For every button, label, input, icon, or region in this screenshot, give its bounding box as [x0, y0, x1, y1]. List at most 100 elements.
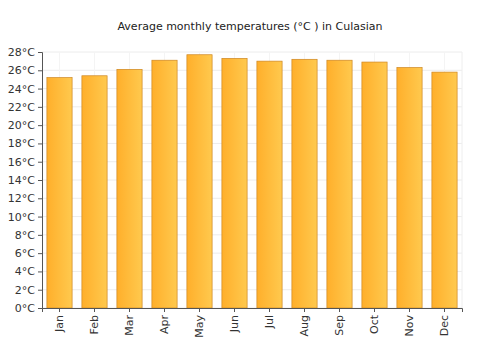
x-tick-mark	[164, 308, 165, 312]
bar	[222, 58, 247, 308]
x-tick-label: Aug	[298, 315, 311, 336]
x-tick-label: Apr	[158, 315, 171, 335]
bar	[187, 55, 212, 308]
x-tick-mark	[409, 308, 410, 312]
y-tick-label: 24°C	[8, 83, 35, 96]
y-tick-label: 0°C	[15, 302, 35, 315]
y-tick-label: 2°C	[15, 284, 35, 297]
y-tick-label: 4°C	[15, 265, 35, 278]
y-tick: 0°C	[15, 302, 42, 315]
y-tick: 22°C	[8, 101, 42, 114]
grid-line	[42, 52, 462, 53]
y-tick-label: 22°C	[8, 101, 35, 114]
y-tick-mark	[38, 70, 42, 71]
y-tick-label: 8°C	[15, 229, 35, 242]
bar	[117, 69, 142, 308]
bars	[47, 55, 457, 308]
y-tick: 20°C	[8, 119, 42, 132]
y-tick: 4°C	[15, 265, 42, 278]
x-tick-label: Sep	[333, 315, 346, 336]
x-tick-mark	[94, 308, 95, 312]
y-tick: 24°C	[8, 83, 42, 96]
bar	[362, 62, 387, 308]
y-tick-mark	[38, 253, 42, 254]
y-tick-mark	[38, 107, 42, 108]
x-tick: Mar	[123, 308, 136, 336]
y-tick: 8°C	[15, 229, 42, 242]
bar	[82, 76, 107, 308]
y-tick-mark	[38, 290, 42, 291]
y-tick-label: 18°C	[8, 137, 35, 150]
y-tick-mark	[38, 235, 42, 236]
bar	[257, 61, 282, 308]
y-tick-mark	[38, 143, 42, 144]
grid	[42, 52, 462, 308]
y-tick-label: 10°C	[8, 211, 35, 224]
y-tick-label: 28°C	[8, 46, 35, 59]
y-tick: 16°C	[8, 156, 42, 169]
x-tick-label: Nov	[403, 315, 416, 337]
x-tick: Feb	[88, 308, 101, 334]
bar	[432, 72, 457, 308]
y-tick-label: 12°C	[8, 192, 35, 205]
x-tick-label: Oct	[368, 314, 381, 334]
x-tick-mark	[304, 308, 305, 312]
bar	[152, 60, 177, 308]
y-tick-mark	[38, 52, 42, 53]
x-tick: Jan	[53, 308, 66, 333]
y-tick-mark	[38, 89, 42, 90]
x-tick-mark	[59, 308, 60, 312]
y-tick-mark	[38, 198, 42, 199]
chart: Average monthly temperatures (°C ) in Cu…	[0, 0, 500, 350]
bar	[292, 59, 317, 308]
x-tick: Aug	[298, 308, 311, 336]
x-tick-label: Jun	[228, 315, 241, 333]
x-tick-label: Mar	[123, 315, 136, 336]
y-axis: 0°C 2°C 4°C 6°C 8°C 10°C 12°C 14°C 16°C 18°C 20°C 2…	[8, 46, 43, 315]
x-tick-mark	[234, 308, 235, 312]
frame	[462, 52, 463, 308]
x-tick: Oct	[368, 308, 381, 334]
x-tick-mark	[444, 308, 445, 312]
y-tick: 26°C	[8, 64, 42, 77]
y-tick: 12°C	[8, 192, 42, 205]
x-tick-label: Dec	[438, 315, 451, 336]
y-axis-line	[38, 53, 43, 309]
y-tick-label: 20°C	[8, 119, 35, 132]
y-tick-mark	[38, 125, 42, 126]
y-tick: 18°C	[8, 137, 42, 150]
x-tick: Jun	[228, 308, 241, 333]
bar	[47, 78, 72, 308]
x-tick: Apr	[158, 308, 171, 334]
y-tick-label: 26°C	[8, 64, 35, 77]
x-axis-line	[43, 309, 463, 313]
y-tick-mark	[38, 308, 42, 309]
bar	[327, 60, 352, 308]
y-tick-label: 14°C	[8, 174, 35, 187]
x-tick-mark	[199, 308, 200, 312]
y-tick: 28°C	[8, 46, 42, 59]
x-tick-label: Feb	[88, 315, 101, 334]
y-tick-mark	[38, 217, 42, 218]
bar	[397, 68, 422, 308]
x-tick-mark	[339, 308, 340, 312]
x-tick-label: May	[193, 315, 206, 338]
x-tick-label: Jul	[263, 315, 276, 329]
y-tick-mark	[38, 271, 42, 272]
x-tick: Dec	[438, 308, 451, 336]
y-tick-mark	[38, 180, 42, 181]
y-tick: 14°C	[8, 174, 42, 187]
y-tick-mark	[38, 162, 42, 163]
y-tick-label: 16°C	[8, 156, 35, 169]
x-tick: Sep	[333, 308, 346, 336]
y-tick: 6°C	[15, 247, 42, 260]
y-tick: 2°C	[15, 284, 42, 297]
x-axis: Jan Feb Mar Apr May Jun Jul Aug Sep Oct Nov Dec	[43, 308, 463, 338]
plot: 0°C 2°C 4°C 6°C 8°C 10°C 12°C 14°C 16°C 18°C 20°C 2…	[8, 46, 463, 338]
x-tick-mark	[129, 308, 130, 312]
x-tick-mark	[374, 308, 375, 312]
x-tick: Nov	[403, 308, 416, 336]
x-tick: May	[193, 308, 206, 338]
x-tick-label: Jan	[53, 315, 66, 333]
x-tick-mark	[269, 308, 270, 312]
